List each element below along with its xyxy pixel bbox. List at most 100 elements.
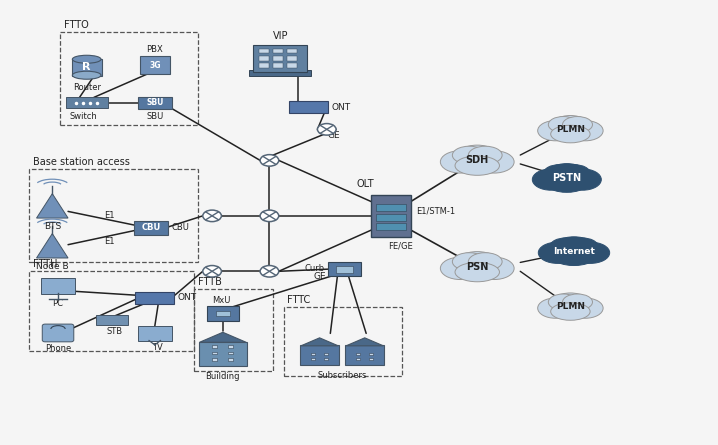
Bar [324, 358, 328, 360]
Bar [369, 352, 373, 355]
Bar [212, 359, 217, 361]
Ellipse shape [452, 146, 486, 164]
Text: SDH: SDH [465, 155, 489, 166]
Bar [356, 352, 360, 355]
Circle shape [317, 124, 336, 135]
Bar [228, 345, 233, 348]
Bar [258, 49, 269, 53]
FancyBboxPatch shape [65, 97, 108, 109]
Bar [215, 311, 230, 316]
Text: GE: GE [327, 131, 340, 141]
Ellipse shape [455, 156, 500, 175]
Text: OLT: OLT [357, 179, 374, 189]
Text: R: R [83, 62, 91, 72]
Text: FTTB: FTTB [197, 277, 222, 287]
Polygon shape [37, 194, 68, 218]
Text: Node B: Node B [36, 262, 69, 271]
Bar [258, 56, 269, 61]
Text: Curb: Curb [304, 264, 325, 273]
Ellipse shape [454, 251, 500, 279]
Ellipse shape [73, 71, 101, 79]
Text: Internet: Internet [553, 247, 595, 256]
Text: PLMN: PLMN [556, 125, 585, 134]
Ellipse shape [532, 169, 569, 190]
Ellipse shape [562, 294, 592, 310]
Text: Base station access: Base station access [33, 157, 130, 167]
Ellipse shape [549, 117, 578, 133]
Ellipse shape [571, 242, 610, 263]
Text: GE: GE [313, 272, 326, 281]
FancyBboxPatch shape [328, 262, 361, 276]
Bar [376, 223, 406, 231]
Text: PLMN: PLMN [556, 302, 585, 312]
Ellipse shape [454, 145, 500, 172]
Text: E1: E1 [104, 237, 115, 246]
Ellipse shape [549, 294, 578, 310]
Ellipse shape [562, 117, 592, 133]
Text: 3G: 3G [149, 61, 161, 69]
Ellipse shape [538, 121, 573, 141]
Ellipse shape [545, 164, 589, 189]
Bar [60, 32, 197, 125]
Text: TV: TV [152, 343, 163, 352]
Polygon shape [37, 234, 68, 258]
Polygon shape [346, 338, 383, 346]
Bar [29, 271, 194, 351]
FancyBboxPatch shape [42, 324, 74, 342]
Circle shape [260, 266, 279, 277]
Bar [287, 49, 297, 53]
Text: STB: STB [106, 327, 123, 336]
Bar [29, 169, 197, 263]
FancyBboxPatch shape [300, 345, 339, 365]
FancyBboxPatch shape [41, 279, 75, 294]
Text: ONT: ONT [177, 293, 197, 303]
FancyBboxPatch shape [345, 345, 384, 365]
Ellipse shape [546, 174, 587, 192]
Ellipse shape [474, 151, 514, 173]
FancyBboxPatch shape [96, 315, 128, 325]
FancyBboxPatch shape [136, 292, 174, 303]
Ellipse shape [559, 165, 590, 182]
Bar [212, 345, 217, 348]
Ellipse shape [551, 237, 597, 263]
FancyBboxPatch shape [138, 326, 172, 341]
FancyBboxPatch shape [371, 194, 411, 237]
Ellipse shape [440, 257, 480, 279]
Text: VIP: VIP [272, 31, 288, 40]
Text: Router: Router [73, 83, 101, 92]
Text: FE/GE: FE/GE [388, 242, 412, 251]
Ellipse shape [544, 165, 575, 182]
Bar [284, 307, 402, 376]
Ellipse shape [551, 125, 590, 143]
Ellipse shape [565, 238, 598, 255]
Bar [228, 359, 233, 361]
Bar [273, 63, 283, 68]
Polygon shape [200, 332, 246, 342]
Text: ONT: ONT [332, 103, 351, 112]
Ellipse shape [550, 293, 591, 317]
Bar [376, 214, 406, 221]
Ellipse shape [568, 298, 603, 318]
Ellipse shape [564, 169, 601, 190]
Ellipse shape [73, 55, 101, 63]
FancyBboxPatch shape [249, 70, 311, 76]
Bar [273, 49, 283, 53]
Ellipse shape [538, 298, 573, 318]
Text: PC: PC [52, 299, 63, 308]
Ellipse shape [538, 242, 577, 263]
Text: Switch: Switch [69, 112, 97, 121]
Text: PSTN: PSTN [552, 173, 582, 183]
Ellipse shape [455, 263, 500, 282]
Bar [336, 267, 353, 273]
FancyBboxPatch shape [140, 56, 170, 74]
Ellipse shape [552, 247, 595, 266]
FancyBboxPatch shape [134, 221, 169, 235]
Bar [311, 358, 314, 360]
FancyBboxPatch shape [138, 97, 172, 109]
Ellipse shape [551, 303, 590, 320]
Text: CBU: CBU [141, 223, 161, 232]
Text: Building: Building [205, 372, 240, 381]
Circle shape [202, 210, 221, 222]
Bar [287, 63, 297, 68]
Text: CBU: CBU [172, 223, 189, 232]
